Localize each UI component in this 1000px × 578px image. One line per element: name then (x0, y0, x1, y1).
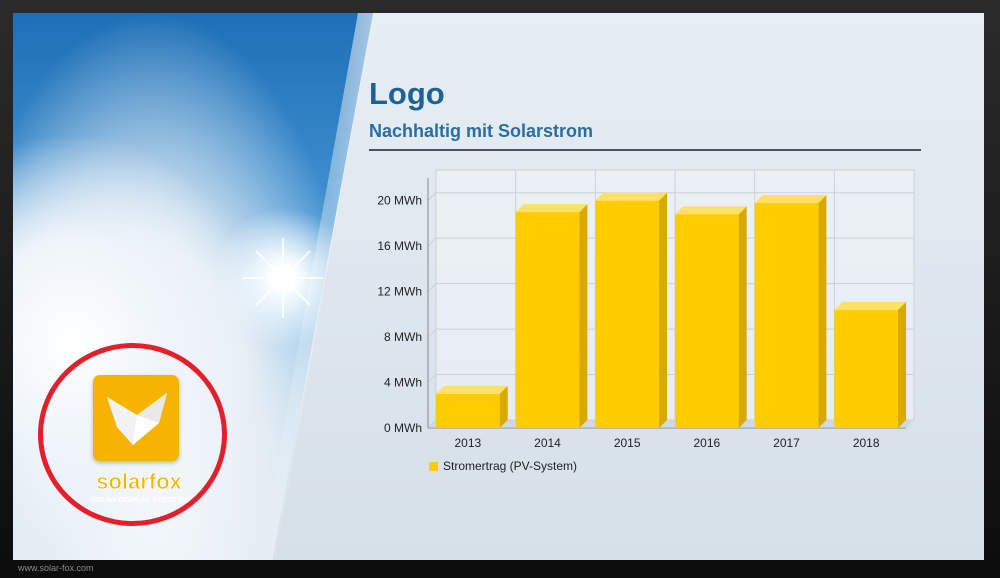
bar-side-2013 (499, 385, 508, 428)
y-tick-label: 20 MWh (377, 194, 422, 208)
logo-highlight-circle (38, 343, 227, 526)
display-screen: Logo Nachhaltig mit Solarstrom 0 MWh 4 MW… (13, 13, 984, 560)
title-divider (369, 149, 921, 151)
y-tick-label: 8 MWh (384, 330, 422, 344)
bar-2016 (674, 214, 739, 428)
bar-2014 (515, 212, 580, 428)
bar-2018 (834, 309, 899, 428)
chart-legend: Stromertrag (PV-System) (429, 459, 577, 473)
bar-top-2016 (674, 206, 747, 215)
solarfox-logo: solarfox SOLAR DISPLAY SYSTEMS (90, 467, 188, 512)
x-tick-label: 2013 (454, 436, 481, 450)
bar-2017 (754, 203, 819, 428)
svg-text:solarfox: solarfox (96, 469, 182, 494)
grid-line-depth (427, 237, 437, 247)
bar-chart: 0 MWh 4 MWh 8 MWh 12 MWh 16 MWh 20 MWh 2013 201… (377, 169, 915, 450)
page-title: Logo (369, 76, 445, 111)
bar-2013 (435, 393, 500, 428)
bar-top-2017 (754, 195, 827, 203)
x-tick-label: 2018 (853, 436, 880, 450)
grid-line-depth (427, 192, 437, 202)
y-tick-label: 0 MWh (384, 421, 422, 435)
grid-line-depth (427, 328, 437, 338)
website-watermark: www.solar-fox.com (18, 563, 94, 573)
x-tick-label: 2017 (773, 436, 800, 450)
sky-edge-shadow (243, 13, 373, 560)
y-tick-label: 4 MWh (384, 376, 422, 390)
x-tick-label: 2014 (534, 436, 561, 450)
legend-swatch (429, 461, 438, 471)
bar-side-2014 (579, 204, 588, 428)
bar-2015 (595, 200, 660, 428)
svg-text:SOLAR DISPLAY SYSTEMS: SOLAR DISPLAY SYSTEMS (91, 495, 187, 504)
bar-top-2015 (595, 192, 668, 201)
bar-side-2018 (898, 301, 907, 428)
solarfox-logo-icon (93, 375, 179, 461)
bar-top-2014 (515, 204, 588, 213)
page-subtitle: Nachhaltig mit Solarstrom (369, 121, 594, 141)
x-tick-label: 2016 (693, 436, 720, 450)
bar-top-2018 (834, 301, 907, 310)
bar-side-2015 (659, 192, 668, 428)
x-tick-label: 2015 (614, 436, 641, 450)
bar-side-2016 (738, 206, 747, 428)
bar-side-2017 (818, 195, 827, 428)
legend-label: Stromertrag (PV-System) (443, 459, 578, 473)
bar-top-2013 (435, 385, 508, 394)
grid-line-depth (427, 283, 437, 292)
y-tick-label: 12 MWh (377, 285, 422, 299)
grid-line-depth (427, 374, 437, 383)
y-tick-label: 16 MWh (377, 239, 422, 253)
